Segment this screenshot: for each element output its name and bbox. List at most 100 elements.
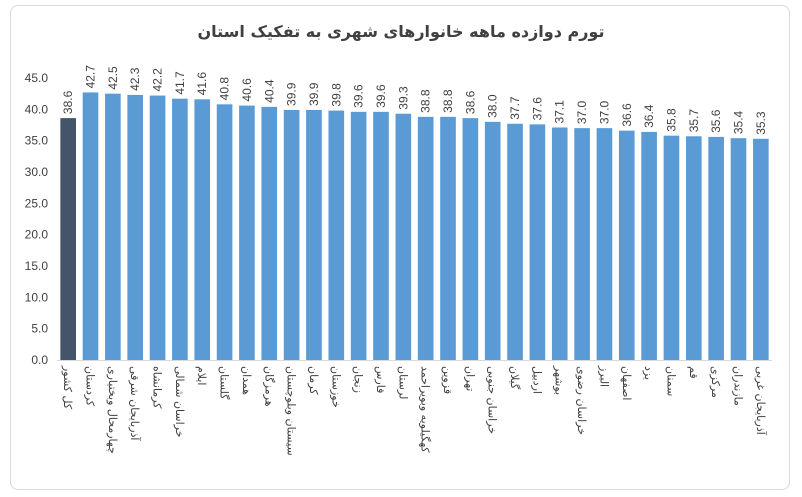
- data-label: 39.3: [396, 86, 410, 110]
- y-tick-label: 0.0: [31, 353, 48, 367]
- bar: [149, 95, 166, 361]
- x-tick-label: هرمزگان: [262, 366, 275, 407]
- bar: [462, 118, 479, 361]
- bar: [105, 93, 121, 361]
- data-label: 42.5: [106, 66, 120, 90]
- y-tick-label: 45.0: [25, 71, 49, 85]
- data-label: 38.6: [61, 90, 75, 114]
- bar: [194, 99, 211, 360]
- x-tick-label: آذربایجان شرقی: [128, 366, 142, 441]
- chart-title: تورم دوازده ماهه خانوارهای شهری به تفکیک…: [197, 22, 605, 41]
- data-label: 35.3: [754, 111, 768, 135]
- y-tick-label: 35.0: [25, 134, 49, 148]
- data-label: 39.8: [329, 83, 343, 107]
- x-tick-label: کهگیلویه وبویراحمد: [419, 366, 432, 453]
- data-label: 42.2: [151, 68, 165, 92]
- bar: [685, 136, 702, 360]
- data-label: 37.0: [597, 100, 611, 124]
- y-tick-label: 25.0: [25, 196, 49, 210]
- data-label: 42.7: [84, 65, 98, 89]
- x-tick-label: چهارمحال وبختیاری: [106, 366, 119, 454]
- x-tick-label: یزد: [642, 366, 655, 380]
- bar: [574, 128, 590, 360]
- bar: [417, 116, 434, 360]
- bar: [172, 98, 188, 361]
- y-tick-label: 20.0: [25, 228, 49, 242]
- bar: [618, 130, 635, 360]
- bar: [216, 104, 233, 360]
- x-tick-label: سمنان: [664, 366, 677, 396]
- y-tick-label: 30.0: [25, 165, 49, 179]
- data-label: 37.6: [530, 97, 544, 121]
- bar: [306, 109, 322, 361]
- x-tick-label: همدان: [240, 366, 253, 395]
- bar: [350, 111, 367, 360]
- data-label: 39.9: [285, 82, 299, 106]
- data-label: 35.8: [664, 108, 678, 132]
- bar: [708, 136, 724, 360]
- y-axis: 0.0 5.0 10.0 15.0 20.0 25.0 30.0 35.0 40.0 45.0: [25, 71, 772, 367]
- x-tick-label: قم: [687, 366, 700, 379]
- y-tick-label: 15.0: [25, 259, 49, 273]
- data-label: 37.0: [575, 100, 589, 124]
- x-axis: کل کشور کردستان چهارمحال وبختیاری آذربایجان…: [61, 365, 768, 456]
- x-tick-label: ایلام: [195, 366, 208, 386]
- data-label: 40.6: [240, 78, 254, 102]
- x-tick-label: مرکزی: [709, 366, 722, 398]
- x-tick-label: تهران: [463, 366, 476, 391]
- bar: [529, 124, 546, 360]
- data-labels: 38.6 42.7 42.5 42.3 42.2 41.7 41.6 40.8 40.6 40.4…: [61, 65, 768, 135]
- data-label: 38.0: [486, 94, 500, 118]
- y-tick-label: 10.0: [25, 290, 49, 304]
- x-tick-label: بوشهر: [553, 365, 566, 395]
- y-tick-label: 40.0: [25, 102, 49, 116]
- x-tick-label: قزوین: [441, 366, 454, 394]
- bar: [261, 106, 278, 361]
- data-label: 35.6: [709, 109, 723, 133]
- bar: [596, 128, 613, 360]
- data-label: 41.6: [195, 72, 209, 96]
- x-tick-label: خراسان شمالی: [173, 366, 186, 438]
- data-label: 36.4: [642, 104, 656, 128]
- data-label: 38.8: [419, 89, 433, 113]
- bar: [239, 105, 255, 360]
- bar-series: [60, 92, 769, 361]
- x-tick-label: کرمان: [307, 366, 320, 395]
- y-tick-label: 5.0: [31, 322, 48, 336]
- data-label: 37.7: [508, 96, 522, 120]
- x-tick-label: کردستان: [84, 366, 97, 407]
- x-tick-label: آذربایجان غربی: [754, 366, 768, 436]
- x-tick-label: کل کشور: [61, 365, 74, 410]
- bar: [507, 123, 523, 360]
- x-tick-label: خراسان جنوبی: [486, 366, 499, 434]
- bar: [641, 131, 657, 360]
- data-label: 38.8: [441, 89, 455, 113]
- data-label: 37.1: [553, 100, 567, 124]
- bar: [328, 110, 345, 360]
- x-tick-label: کرمانشاه: [151, 366, 164, 409]
- x-tick-label: اردبیل: [530, 366, 543, 394]
- data-label: 40.4: [262, 79, 276, 103]
- bar: [753, 138, 769, 360]
- x-tick-label: اصفهان: [620, 366, 633, 400]
- bar: [440, 116, 456, 360]
- data-label: 39.9: [307, 82, 321, 106]
- bar: [663, 135, 680, 360]
- x-tick-label: گیلان: [508, 366, 521, 390]
- x-tick-label: زنجان: [352, 366, 365, 393]
- bar: [730, 138, 747, 360]
- x-tick-label: البرز: [597, 365, 610, 387]
- data-label: 39.6: [374, 84, 388, 108]
- bar: [484, 121, 501, 360]
- bar: [82, 92, 99, 360]
- bar: [551, 127, 568, 360]
- x-tick-label: گلستان: [218, 366, 231, 400]
- data-label: 38.6: [463, 90, 477, 114]
- data-label: 35.4: [731, 110, 745, 134]
- x-tick-label: خوزستان: [329, 366, 342, 408]
- bar: [373, 111, 389, 360]
- data-label: 40.8: [218, 77, 232, 101]
- data-label: 41.7: [173, 71, 187, 95]
- data-label: 35.7: [687, 109, 701, 133]
